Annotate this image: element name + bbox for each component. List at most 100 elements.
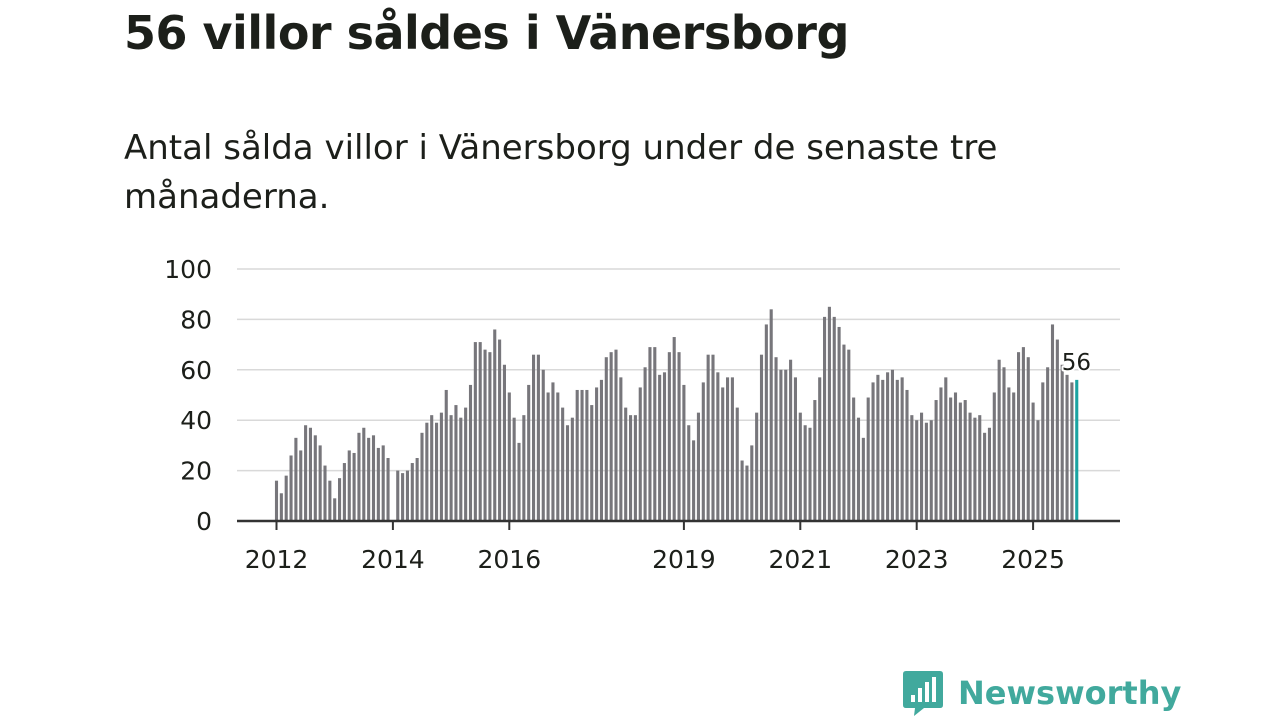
- bar: [847, 349, 851, 521]
- bar: [803, 425, 807, 521]
- bar: [333, 498, 337, 521]
- bar: [861, 437, 865, 521]
- bar: [1070, 382, 1074, 521]
- bar: [852, 397, 856, 521]
- bar: [769, 309, 773, 521]
- bar: [512, 417, 516, 521]
- bar: [342, 463, 346, 521]
- gridlines: [237, 268, 1120, 472]
- bar: [711, 354, 715, 521]
- bar: [454, 405, 458, 521]
- y-tick-label: 80: [180, 305, 212, 334]
- chart-bubble-icon: [903, 671, 943, 716]
- x-tick-label: 2014: [361, 545, 425, 574]
- bar: [629, 415, 633, 521]
- bar: [692, 440, 696, 521]
- bar: [735, 407, 739, 521]
- bar: [347, 450, 351, 521]
- bar: [716, 372, 720, 521]
- bar: [944, 377, 948, 521]
- bar: [551, 382, 555, 521]
- bar: [978, 415, 982, 521]
- bar: [667, 352, 671, 521]
- bar: [706, 354, 710, 521]
- bar: [658, 374, 662, 521]
- bar: [367, 437, 371, 521]
- bar: [774, 357, 778, 521]
- bar: [759, 354, 764, 521]
- bar: [502, 364, 506, 521]
- bar: [536, 354, 540, 521]
- bar: [677, 352, 681, 521]
- bar: [808, 427, 812, 521]
- bar: [1031, 402, 1035, 521]
- bar: [599, 379, 603, 521]
- bar: [721, 387, 725, 521]
- y-tick-label: 20: [180, 457, 212, 486]
- bar: [357, 432, 361, 521]
- bar: [949, 397, 953, 521]
- bar: [890, 369, 894, 521]
- bar: [532, 354, 536, 521]
- bar: [881, 379, 885, 521]
- bar: [468, 384, 473, 521]
- bar: [648, 347, 652, 521]
- bar: [992, 392, 996, 521]
- bar: [624, 407, 628, 521]
- bar: [837, 326, 841, 521]
- bar: [338, 478, 342, 521]
- bar: [323, 465, 327, 521]
- bar: [396, 470, 400, 521]
- bar: [1046, 367, 1050, 521]
- bar: [299, 450, 303, 521]
- bar: [876, 374, 880, 521]
- bar: [910, 415, 914, 521]
- bar: [924, 422, 928, 521]
- bar: [590, 405, 594, 521]
- bar: [449, 415, 453, 521]
- bar: [362, 427, 366, 521]
- bar: [546, 392, 550, 521]
- bar: [294, 437, 298, 521]
- bar: [730, 377, 734, 521]
- bar: [313, 435, 317, 521]
- bar: [643, 367, 647, 521]
- bar: [410, 463, 414, 521]
- x-tick-label: 2025: [1001, 545, 1065, 574]
- bar: [784, 369, 788, 521]
- bar: [1017, 352, 1021, 521]
- bar: [653, 347, 657, 521]
- y-axis-labels: 0 20 40 60 80 100: [164, 255, 212, 536]
- bar: [488, 352, 492, 521]
- bar: [289, 455, 293, 521]
- x-tick-label: 2023: [885, 545, 949, 574]
- bar: [318, 445, 322, 521]
- bar: [430, 415, 434, 521]
- bar: [376, 447, 380, 521]
- bar: [1050, 324, 1055, 521]
- bar: [779, 369, 783, 521]
- bar: [604, 357, 608, 521]
- bar: [614, 349, 618, 521]
- bar: [987, 427, 991, 521]
- bar: [823, 316, 827, 521]
- bar: [886, 372, 890, 521]
- y-tick-label: 100: [164, 255, 212, 284]
- bar: [895, 379, 899, 521]
- bar: [371, 435, 376, 521]
- y-tick-label: 0: [196, 507, 212, 536]
- x-axis: [237, 519, 1120, 530]
- bar: [459, 417, 463, 521]
- bar: [473, 342, 477, 521]
- bar: [915, 420, 919, 521]
- bar: [498, 339, 502, 521]
- bar: [973, 417, 977, 521]
- bar: [866, 397, 870, 521]
- brand-name: Newsworthy: [958, 674, 1182, 712]
- x-tick-label: 2016: [477, 545, 541, 574]
- bar: [1041, 382, 1045, 521]
- bar: [968, 412, 972, 521]
- bar: [304, 425, 308, 521]
- bar: [638, 387, 642, 521]
